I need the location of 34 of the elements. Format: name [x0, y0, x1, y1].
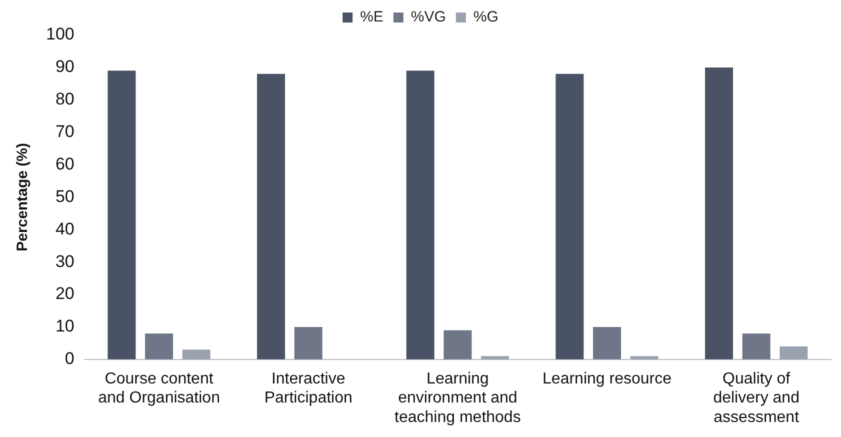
y-tick-label: 80: [55, 90, 74, 109]
y-tick-label: 100: [46, 24, 74, 44]
bar: [705, 67, 734, 360]
legend-label: %E: [360, 8, 384, 26]
bar: [742, 333, 770, 360]
bar: [294, 326, 322, 360]
bar: [630, 356, 658, 360]
y-tick-label: 60: [55, 154, 74, 174]
y-tick-label: 40: [55, 219, 74, 238]
x-tick-label: Course content and Organisation: [98, 370, 220, 407]
bar: [406, 70, 434, 360]
x-tick-label: Interactive Participation: [264, 370, 352, 407]
bar: [145, 333, 174, 360]
bar: [182, 350, 210, 360]
bar: [481, 356, 510, 360]
bar: [108, 70, 136, 360]
legend-label: %G: [473, 8, 498, 26]
y-tick-label: 30: [55, 252, 74, 271]
y-tick-label: 10: [55, 316, 74, 336]
x-tick-label: Learning environment and teaching methods: [394, 370, 521, 426]
bar: [780, 346, 808, 360]
y-tick-label: 90: [55, 57, 74, 76]
y-tick-label: 70: [55, 122, 74, 142]
y-tick-label: 0: [64, 349, 74, 368]
bar: [257, 74, 286, 360]
x-tick-label: Learning resource: [542, 370, 672, 388]
legend-label: %VG: [410, 8, 446, 26]
bar: [444, 330, 472, 360]
y-axis-title: Percentage (%): [14, 143, 32, 252]
y-tick-label: 20: [55, 284, 74, 304]
y-tick-label: 50: [55, 186, 74, 206]
bar: [556, 74, 584, 360]
bar: [593, 326, 622, 360]
x-tick-label: Quality of delivery and assessment: [713, 370, 800, 426]
